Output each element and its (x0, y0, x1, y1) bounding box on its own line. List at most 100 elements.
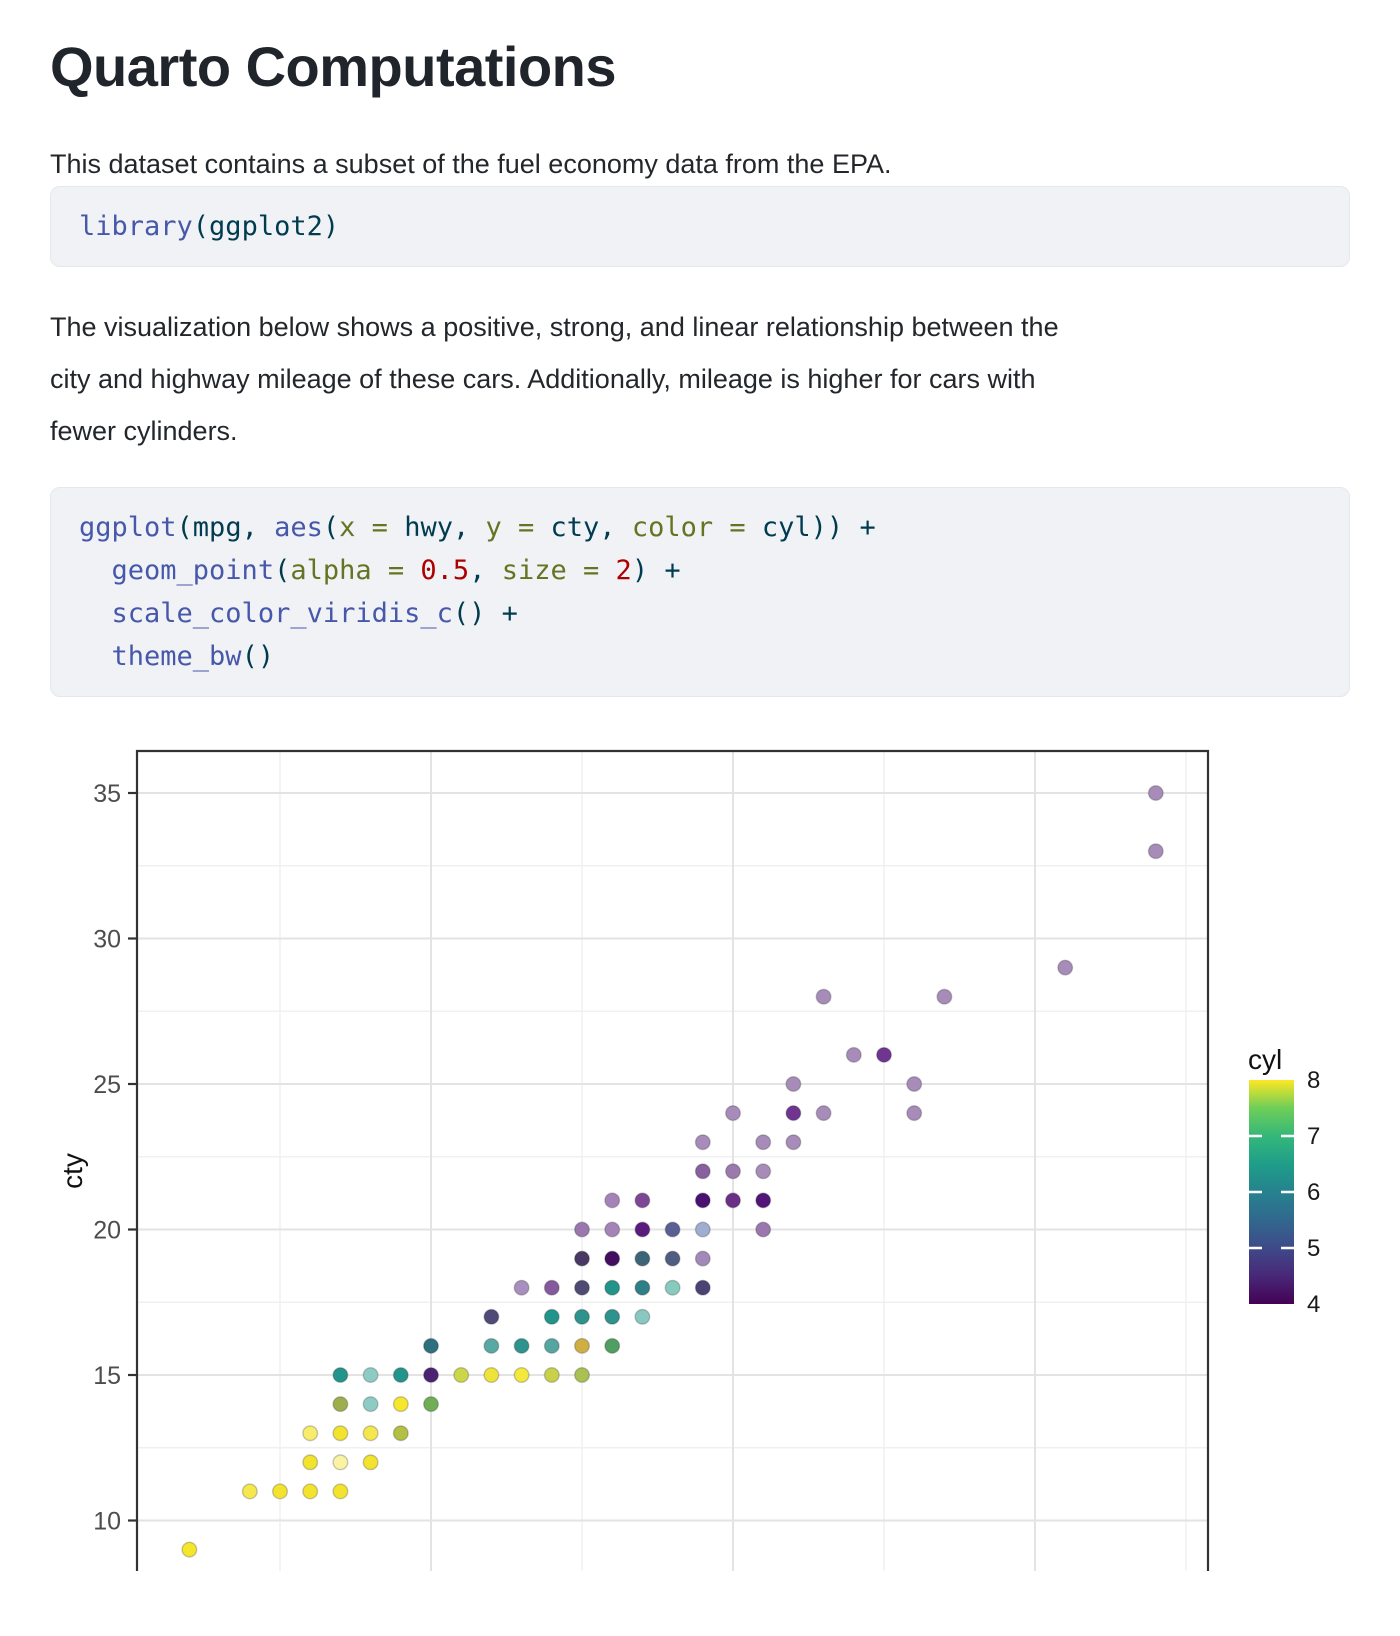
data-point (332, 1424, 349, 1441)
scatter-plot: 35 30 25 20 15 10 cty cyl 8 7 6 5 4 (57, 749, 1320, 1571)
y-axis-title: cty (57, 1153, 88, 1189)
data-point (543, 1366, 560, 1383)
figure-container: 35 30 25 20 15 10 cty cyl 8 7 6 5 4 (0, 727, 1400, 1571)
data-point (604, 1250, 621, 1267)
data-point (1147, 784, 1164, 801)
data-point (332, 1482, 349, 1499)
y-tick-label: 35 (93, 780, 121, 808)
data-point (604, 1221, 621, 1238)
description-line: fewer cylinders. (50, 415, 238, 446)
data-point (574, 1337, 591, 1354)
data-point (725, 1191, 742, 1208)
intro-paragraph: This dataset contains a subset of the fu… (50, 148, 892, 179)
data-point (785, 1104, 802, 1121)
data-point (574, 1308, 591, 1325)
data-point (604, 1308, 621, 1325)
data-point (785, 1133, 802, 1150)
data-point (574, 1366, 591, 1383)
data-point (392, 1395, 409, 1412)
data-point (755, 1221, 772, 1238)
data-point (725, 1162, 742, 1179)
data-point (634, 1308, 651, 1325)
data-point (513, 1337, 530, 1354)
data-point (815, 1104, 832, 1121)
data-point (664, 1250, 681, 1267)
y-tick-label: 25 (93, 1071, 121, 1099)
data-point (332, 1453, 349, 1470)
data-point (725, 1104, 742, 1121)
data-point (483, 1308, 500, 1325)
legend-tick-label: 6 (1307, 1179, 1320, 1206)
data-point (423, 1366, 440, 1383)
panel-border (135, 749, 1210, 1571)
data-point (634, 1221, 651, 1238)
data-point (423, 1337, 440, 1354)
data-point (241, 1482, 258, 1499)
data-point (755, 1191, 772, 1208)
code-line: theme_bw() (111, 640, 275, 672)
legend-tick-label: 8 (1307, 1067, 1320, 1094)
data-point (755, 1133, 772, 1150)
legend-tick-label: 4 (1307, 1291, 1320, 1318)
legend-tick-label: 5 (1307, 1235, 1320, 1262)
data-point (423, 1395, 440, 1412)
data-point (483, 1337, 500, 1354)
data-point (362, 1366, 379, 1383)
data-point (694, 1162, 711, 1179)
data-point (392, 1424, 409, 1441)
data-point (362, 1395, 379, 1412)
data-point (181, 1541, 198, 1558)
data-point (604, 1279, 621, 1296)
document-body: Quarto Computations This dataset contain… (0, 36, 1400, 697)
code-block-library: library(ggplot2) (50, 185, 1350, 267)
data-point (392, 1366, 409, 1383)
code-line: scale_color_viridis_c() + (111, 597, 518, 629)
y-tick-label: 15 (93, 1362, 121, 1390)
data-point (574, 1221, 591, 1238)
code-line: geom_point(alpha = 0.5, size = 2) + (111, 554, 681, 586)
data-point (302, 1482, 319, 1499)
code-line: ggplot(mpg, aes(x = hwy, y = cty, color … (79, 511, 876, 543)
y-tick-label: 20 (93, 1216, 121, 1244)
data-point (332, 1366, 349, 1383)
y-tick-label: 10 (93, 1507, 121, 1535)
page-title: Quarto Computations (50, 35, 617, 98)
data-point (906, 1075, 923, 1092)
data-point (362, 1453, 379, 1470)
data-point (876, 1046, 893, 1063)
data-point (332, 1395, 349, 1412)
data-point (815, 988, 832, 1005)
data-point (634, 1279, 651, 1296)
data-point (694, 1279, 711, 1296)
data-point (634, 1250, 651, 1267)
data-point (755, 1162, 772, 1179)
data-point (574, 1250, 591, 1267)
data-point (1057, 959, 1074, 976)
data-point (453, 1366, 470, 1383)
data-point (694, 1250, 711, 1267)
code-line: library(ggplot2) (79, 210, 340, 242)
data-point (513, 1366, 530, 1383)
data-point (664, 1221, 681, 1238)
legend-title: cyl (1248, 1044, 1282, 1075)
data-point (694, 1221, 711, 1238)
data-point (302, 1424, 319, 1441)
data-point (936, 988, 953, 1005)
data-point (1147, 842, 1164, 859)
description-line: city and highway mileage of these cars. … (50, 363, 1036, 394)
data-point (785, 1075, 802, 1092)
code-block-ggplot: ggplot(mpg, aes(x = hwy, y = cty, color … (50, 486, 1350, 697)
y-tick-label: 30 (93, 925, 121, 953)
data-point (664, 1279, 681, 1296)
data-point (634, 1191, 651, 1208)
data-point (694, 1133, 711, 1150)
description-paragraph: The visualization below shows a positive… (50, 301, 1350, 457)
data-point (513, 1279, 530, 1296)
data-point (845, 1046, 862, 1063)
data-point (543, 1308, 560, 1325)
data-point (543, 1337, 560, 1354)
data-point (604, 1191, 621, 1208)
data-point (906, 1104, 923, 1121)
data-point (483, 1366, 500, 1383)
data-point (302, 1453, 319, 1470)
